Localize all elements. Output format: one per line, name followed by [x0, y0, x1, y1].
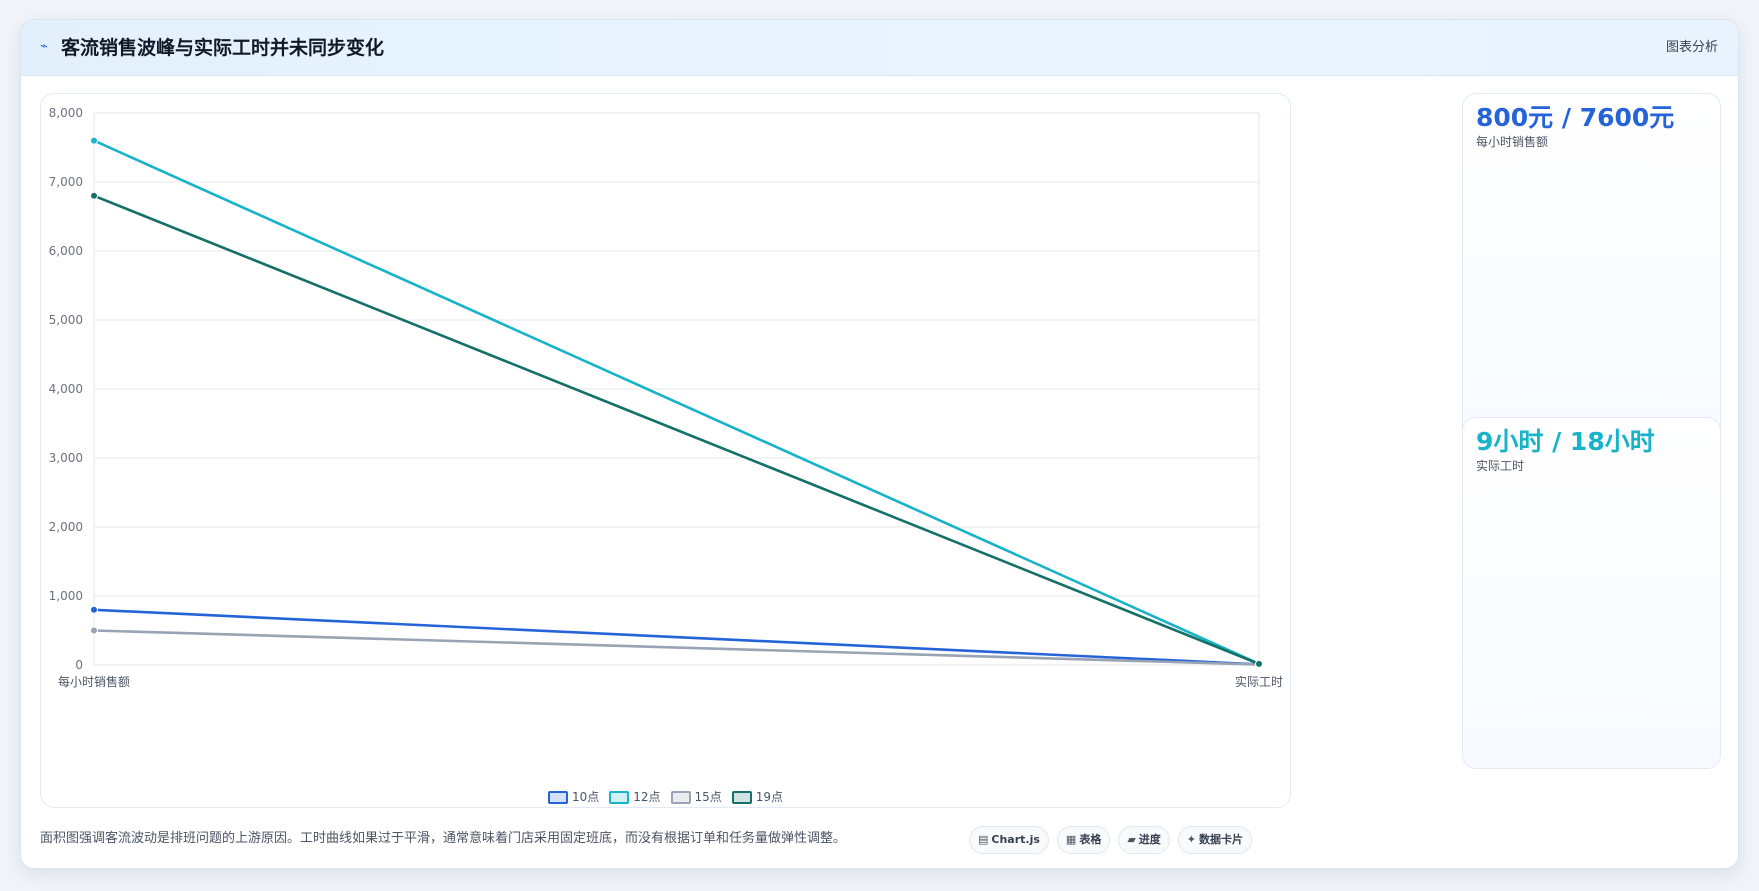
chip-chart[interactable]: ▤ Chart.js	[969, 826, 1049, 854]
series-line-2	[93, 629, 1260, 666]
series-line-3	[93, 194, 1260, 666]
legend-swatch	[547, 790, 568, 804]
card-icon: ✦	[1186, 833, 1197, 846]
legend-item[interactable]: 12点	[609, 788, 661, 806]
y-tick-label: 4,000	[49, 382, 83, 396]
legend-swatch	[609, 790, 630, 804]
legend-label: 10点	[571, 790, 600, 804]
legend-item[interactable]: 10点	[547, 788, 600, 806]
footer-note: 面积图强调客流波动是排班问题的上游原因。工时曲线如果过于平滑，通常意味着门店采用…	[40, 831, 847, 846]
chart-analysis-link[interactable]: 图表分析	[1665, 40, 1718, 55]
progress-icon: ▰	[1127, 833, 1136, 846]
wave-icon: ⌁	[40, 39, 48, 54]
x-tick-label: 每小时销售额	[58, 674, 130, 689]
chip-label: 数据卡片	[1199, 833, 1244, 846]
y-tick-label: 7,000	[49, 175, 83, 189]
stat-label-sales: 每小时销售额	[1476, 135, 1549, 149]
data-point	[90, 605, 98, 614]
chip-table[interactable]: ▦ 表格	[1056, 826, 1111, 854]
stat-card-hours: 9小时 / 18小时 实际工时	[1462, 417, 1721, 769]
chip-label: 表格	[1079, 833, 1102, 846]
y-tick-label: 5,000	[49, 313, 83, 327]
stat-label-hours: 实际工时	[1476, 459, 1525, 473]
data-point	[90, 626, 98, 635]
legend-swatch	[731, 790, 752, 804]
legend-item[interactable]: 19点	[731, 788, 784, 806]
chart-card: ⌁ 客流销售波峰与实际工时并未同步变化 图表分析 0 1,000 2,000 3,00…	[20, 19, 1739, 869]
data-point	[90, 136, 98, 145]
legend-label: 12点	[633, 790, 661, 804]
y-tick-label: 3,000	[49, 451, 83, 465]
legend-swatch	[670, 790, 691, 804]
y-tick-label: 1,000	[49, 589, 83, 603]
legend-item[interactable]: 15点	[670, 788, 722, 806]
chip-label: Chart.js	[991, 833, 1040, 846]
stat-card-sales: 800元 / 7600元 每小时销售额	[1462, 93, 1721, 445]
chip-card[interactable]: ✦ 数据卡片	[1177, 826, 1253, 854]
y-tick-label: 0	[75, 658, 83, 672]
y-tick-label: 2,000	[49, 520, 83, 534]
data-point	[90, 191, 98, 200]
chart-legend: 10点 12点 15点 19点	[41, 788, 1290, 806]
stat-value-hours: 9小时 / 18小时	[1476, 427, 1655, 456]
card-header: ⌁ 客流销售波峰与实际工时并未同步变化 图表分析	[21, 20, 1738, 76]
card-title: 客流销售波峰与实际工时并未同步变化	[61, 37, 385, 59]
y-tick-label: 6,000	[49, 244, 83, 258]
y-tick-label: 8,000	[49, 106, 83, 120]
legend-label: 19点	[755, 790, 784, 804]
chip-progress[interactable]: ▰ 进度	[1118, 826, 1170, 854]
series-line-1	[93, 139, 1260, 665]
chart-icon: ▤	[978, 833, 989, 846]
line-chart-panel: 0 1,000 2,000 3,000 4,000 5,000 6,000 7,000 8,00…	[40, 93, 1291, 808]
chip-label: 进度	[1138, 833, 1161, 846]
line-chart: 0 1,000 2,000 3,000 4,000 5,000 6,000 7,000 8,00…	[49, 106, 1283, 689]
series-line-0	[93, 608, 1260, 666]
data-point	[1255, 659, 1263, 668]
legend-label: 15点	[694, 790, 722, 804]
view-chips: ▤ Chart.js ▦ 表格 ▰ 进度 ✦ 数据卡片	[969, 826, 1253, 854]
stat-value-sales: 800元 / 7600元	[1476, 103, 1675, 132]
x-tick-label: 实际工时	[1235, 674, 1283, 689]
table-icon: ▦	[1065, 833, 1077, 846]
